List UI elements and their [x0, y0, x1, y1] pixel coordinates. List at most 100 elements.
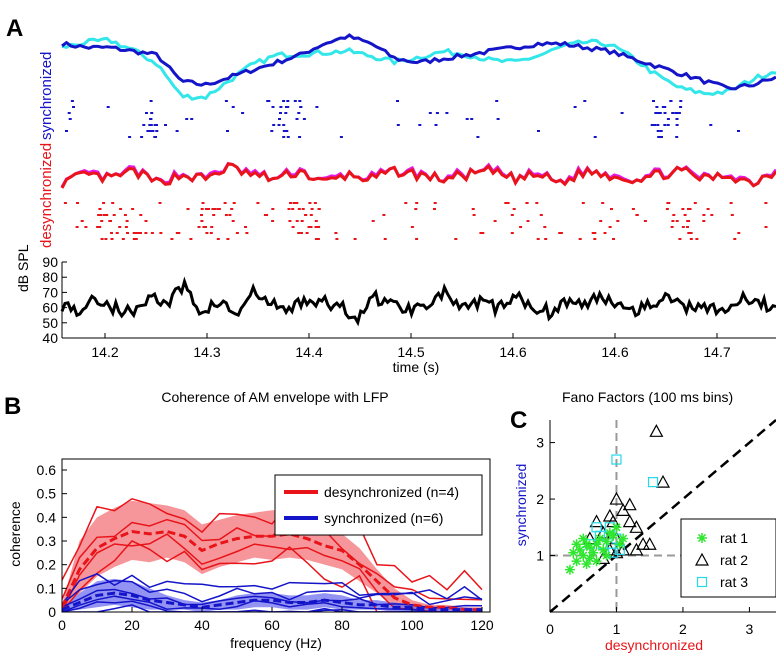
star-stroke: [579, 551, 588, 560]
spike-tick: [224, 100, 228, 102]
spike-tick: [650, 124, 654, 126]
panel-c-y-ticks: 1 2 3: [536, 435, 555, 564]
spike-tick: [559, 232, 563, 234]
spike-tick: [231, 220, 235, 222]
spike-tick: [285, 130, 289, 132]
spike-tick: [149, 124, 153, 126]
spike-tick: [98, 208, 102, 210]
spike-tick: [102, 214, 106, 216]
synchronized-label: synchronized: [38, 52, 55, 140]
panel-b: B Coherence of AM envelope with LFP 0 20 4…: [4, 389, 494, 651]
spike-tick: [119, 208, 123, 210]
spike-tick: [211, 208, 215, 210]
star-stroke: [569, 548, 578, 557]
panel-b-letter: B: [4, 393, 21, 420]
spike-tick: [297, 112, 301, 114]
spike-tick: [309, 214, 313, 216]
spike-tick: [67, 112, 71, 114]
time-tick-label: 14.6: [601, 344, 628, 360]
spike-tick: [287, 208, 291, 210]
spike-tick: [63, 202, 67, 204]
rat2-point: [622, 514, 637, 528]
spike-tick: [291, 226, 295, 228]
spike-tick: [593, 238, 597, 240]
spike-tick: [603, 232, 607, 234]
spike-tick: [526, 220, 530, 222]
spike-tick: [299, 106, 303, 108]
spike-tick: [300, 232, 303, 234]
coherence-tick-label: 0.5: [37, 486, 57, 502]
time-tick-label: 14.6: [499, 344, 526, 360]
panel-c-legend: [680, 518, 776, 598]
spike-tick: [504, 202, 508, 204]
panel-c-y-tick-label: 2: [536, 491, 544, 507]
spike-tick: [681, 226, 685, 228]
spl-tick-label: 70: [42, 284, 58, 300]
desync-individual-line: [62, 497, 483, 591]
spike-tick: [695, 238, 699, 240]
spike-tick: [353, 238, 357, 240]
spike-tick: [111, 202, 115, 204]
spike-tick: [661, 106, 665, 108]
spike-tick: [212, 214, 216, 216]
spike-tick: [415, 202, 419, 204]
rat2-point: [629, 520, 644, 533]
frequency-tick-label: 60: [264, 617, 280, 633]
spike-tick: [65, 130, 68, 132]
spike-tick: [317, 208, 321, 210]
desync-mean-line: [62, 529, 482, 612]
coherence-ticks: 0 0.1 0.2 0.3 0.4 0.5 0.6: [37, 462, 67, 620]
spike-tick: [537, 130, 540, 132]
legend-rat3-marker: [696, 576, 708, 588]
spike-tick: [313, 202, 317, 204]
spike-tick: [278, 118, 281, 120]
spike-tick: [284, 112, 288, 114]
spike-tick: [410, 226, 414, 228]
legend-desync-label: desynchronized (n=4): [324, 484, 459, 500]
spike-tick: [271, 220, 275, 222]
spike-tick: [140, 136, 144, 138]
rat2-point: [589, 514, 604, 528]
spike-tick: [601, 202, 605, 204]
spike-tick: [314, 238, 318, 240]
rat1-point: [581, 559, 592, 569]
panel-c-y-tick-label: 3: [536, 435, 544, 451]
panel-b-frame: [61, 458, 491, 613]
spike-tick: [433, 208, 436, 210]
spike-tick: [295, 202, 299, 204]
rat1-point: [571, 556, 582, 567]
spike-tick: [687, 232, 691, 234]
rat1-point: [564, 564, 575, 575]
legend-rat2-marker: [694, 552, 710, 566]
spike-tick: [149, 118, 153, 120]
spike-tick: [189, 238, 193, 240]
rat2-point: [622, 497, 637, 511]
spike-tick: [418, 124, 422, 126]
spike-tick: [301, 208, 305, 210]
spike-tick: [316, 238, 320, 240]
spike-tick: [126, 232, 129, 234]
panel-c-x-ticks: 0 1 2 3: [546, 607, 754, 637]
star-stroke: [615, 540, 624, 549]
spike-tick: [231, 106, 235, 108]
panel-c-x-tick-label: 1: [613, 621, 621, 637]
spl-tick-label: 50: [42, 315, 58, 331]
spike-tick: [764, 202, 768, 204]
spike-tick: [201, 202, 205, 204]
panel-c-letter: C: [510, 407, 527, 434]
spike-tick: [216, 238, 220, 240]
coherence-tick-label: 0.6: [37, 462, 57, 478]
spike-tick: [657, 136, 661, 138]
frequency-tick-label: 40: [194, 617, 210, 633]
spike-tick: [282, 124, 286, 126]
spike-tick: [245, 232, 249, 234]
desynchronized-trace-main: [60, 162, 776, 189]
spike-tick: [677, 112, 681, 114]
spike-tick: [510, 214, 514, 216]
spike-tick: [679, 106, 683, 108]
desync-individual-line: [62, 539, 482, 612]
spike-tick: [672, 214, 676, 216]
frequency-tick-label: 20: [124, 617, 140, 633]
spike-tick: [164, 124, 167, 126]
spike-tick: [314, 226, 318, 228]
